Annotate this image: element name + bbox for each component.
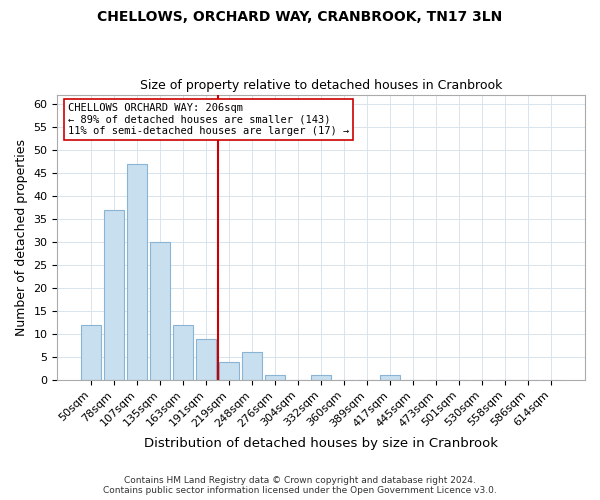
Bar xyxy=(151,242,170,380)
Text: CHELLOWS, ORCHARD WAY, CRANBROOK, TN17 3LN: CHELLOWS, ORCHARD WAY, CRANBROOK, TN17 3… xyxy=(97,10,503,24)
Bar xyxy=(173,324,193,380)
Text: Contains HM Land Registry data © Crown copyright and database right 2024.
Contai: Contains HM Land Registry data © Crown c… xyxy=(103,476,497,495)
Bar xyxy=(104,210,124,380)
Bar xyxy=(220,362,239,380)
Bar xyxy=(82,324,101,380)
Bar xyxy=(242,352,262,380)
Bar xyxy=(265,376,285,380)
Bar xyxy=(311,376,331,380)
Title: Size of property relative to detached houses in Cranbrook: Size of property relative to detached ho… xyxy=(140,79,502,92)
X-axis label: Distribution of detached houses by size in Cranbrook: Distribution of detached houses by size … xyxy=(144,437,498,450)
Text: CHELLOWS ORCHARD WAY: 206sqm
← 89% of detached houses are smaller (143)
11% of s: CHELLOWS ORCHARD WAY: 206sqm ← 89% of de… xyxy=(68,103,349,136)
Bar xyxy=(196,338,216,380)
Bar xyxy=(127,164,147,380)
Bar xyxy=(380,376,400,380)
Y-axis label: Number of detached properties: Number of detached properties xyxy=(15,139,28,336)
